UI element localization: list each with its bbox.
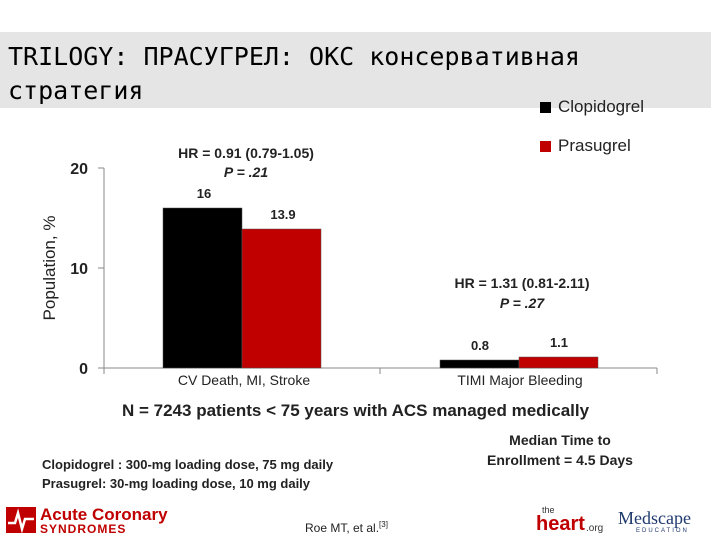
citation-text: Roe MT, et al. [305, 521, 380, 535]
hr-annotation-cv-death: HR = 0.91 (0.79-1.05) [178, 145, 314, 161]
medscape-logo-text: Medscape [618, 508, 691, 528]
legend-label-clopidogrel: Clopidogrel [558, 97, 644, 116]
y-tick-label: 0 [79, 361, 88, 378]
legend-item-clopidogrel: Clopidogrel [540, 97, 644, 117]
data-label-clopidogrel-cv-death: 16 [197, 186, 211, 201]
data-label-prasugrel-cv-death: 13.9 [270, 207, 295, 222]
p-annotation-cv-death: P = .21 [224, 164, 268, 180]
y-tick-label: 10 [70, 261, 88, 278]
data-label-prasugrel-bleeding: 1.1 [550, 335, 568, 350]
population-note: N = 7243 patients < 75 years with ACS ma… [122, 401, 590, 420]
acs-logo-text-line2: SYNDROMES [40, 522, 127, 536]
bar-prasugrel-cv-death [241, 228, 322, 369]
dose-prasugrel: Prasugrel: 30-mg loading dose, 10 mg dai… [42, 476, 311, 491]
title-bar [0, 32, 711, 108]
theheart-logo-heart: heart [536, 513, 585, 535]
data-label-clopidogrel-bleeding: 0.8 [471, 338, 489, 353]
bar-clopidogrel-cv-death [162, 207, 243, 369]
legend-label-prasugrel: Prasugrel [558, 136, 631, 155]
slide-title: TRILOGY: ПРАСУГРЕЛ: ОКС консервативная с… [8, 42, 596, 105]
x-category-label: CV Death, MI, Stroke [178, 372, 310, 388]
citation: Roe MT, et al.[3] [305, 520, 388, 535]
theheart-logo-org: .org [586, 523, 604, 534]
y-axis-label: Population, % [40, 216, 59, 321]
y-tick-label: 20 [70, 161, 88, 178]
median-time-line-2: Enrollment = 4.5 Days [487, 452, 633, 468]
acs-logo-mark-icon [6, 507, 36, 533]
legend-swatch-clopidogrel [540, 101, 551, 113]
median-time-line-1: Median Time to [509, 432, 611, 448]
theheart-logo-the: the [542, 505, 555, 515]
dose-clopidogrel: Clopidogrel : 300-mg loading dose, 75 mg… [42, 457, 334, 472]
legend-swatch-prasugrel [540, 140, 551, 152]
medscape-logo-subtext: EDUCATION [636, 528, 689, 534]
legend-item-prasugrel: Prasugrel [540, 136, 631, 156]
p-annotation-bleeding: P = .27 [500, 295, 545, 311]
bar-chart: Population, % 0 10 20 CV Death, MI, Stro… [40, 145, 658, 388]
x-category-label: TIMI Major Bleeding [457, 372, 582, 388]
acs-logo-text-line1: Acute Coronary [40, 505, 168, 524]
bar-prasugrel-bleeding [518, 356, 599, 369]
hr-annotation-bleeding: HR = 1.31 (0.81-2.11) [454, 275, 589, 291]
bar-clopidogrel-bleeding [439, 359, 520, 369]
citation-reference: [3] [379, 520, 388, 529]
